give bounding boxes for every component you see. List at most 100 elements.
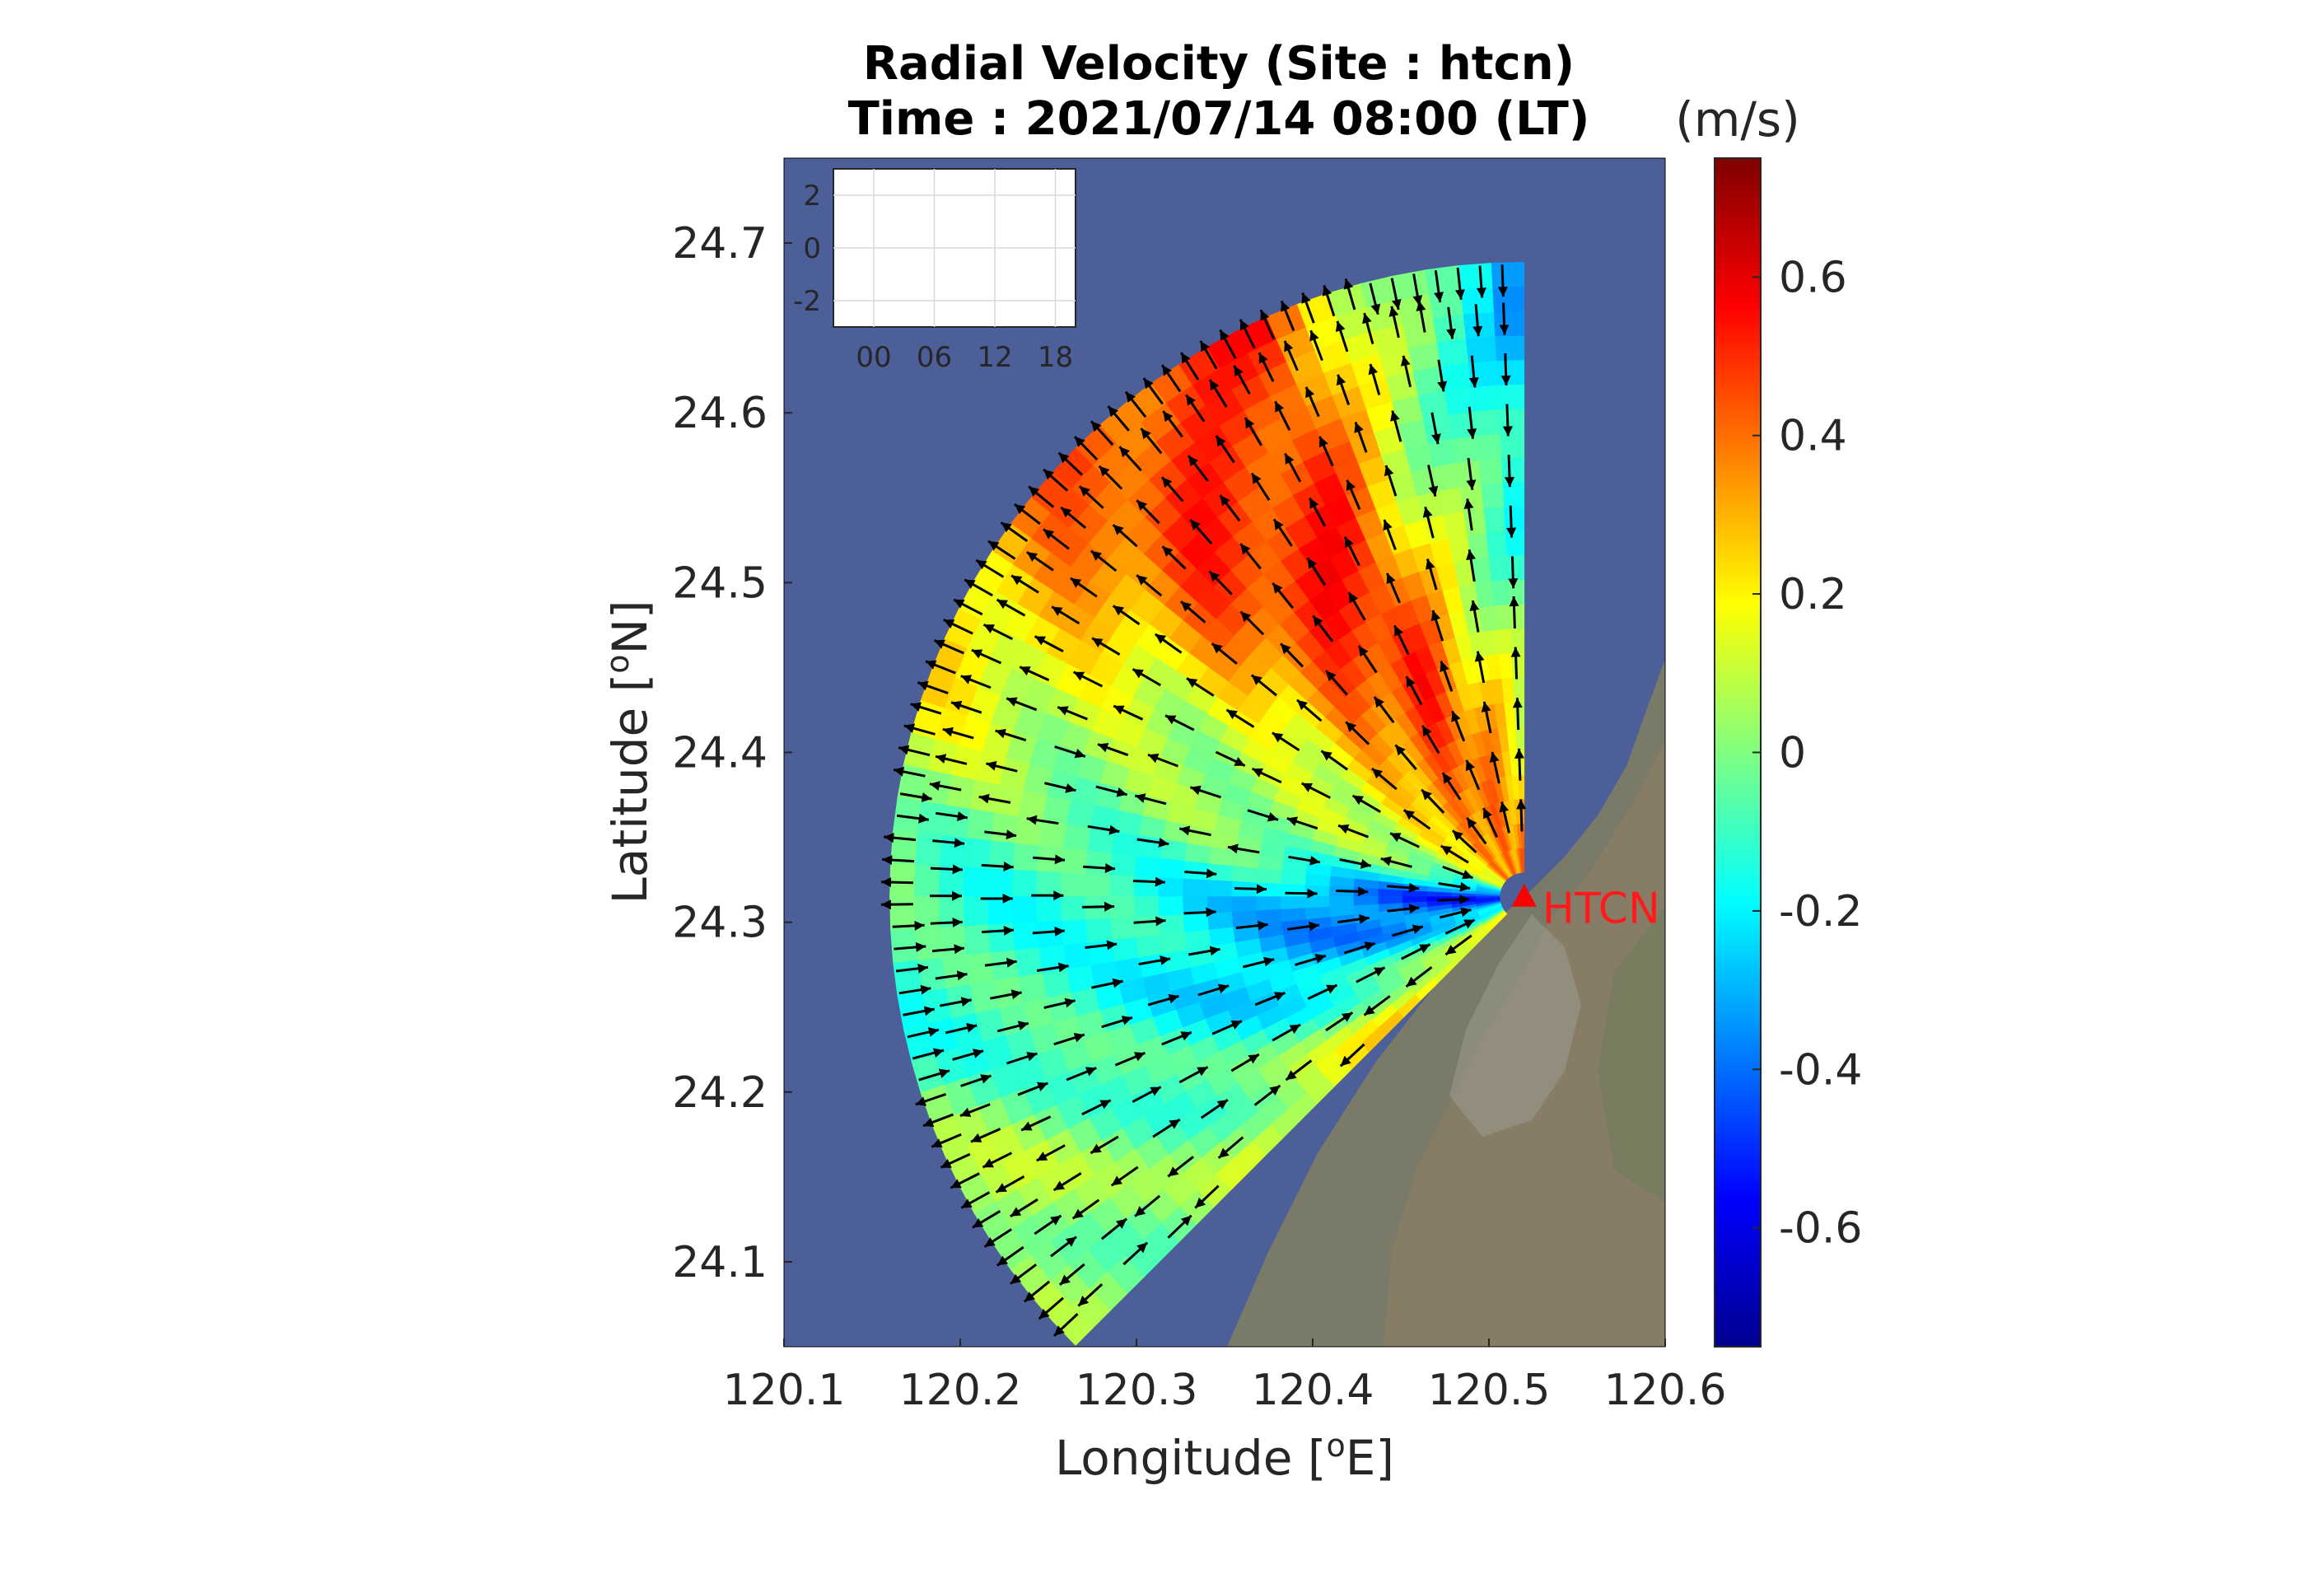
velocity-arrowhead xyxy=(884,833,894,843)
velocity-arrowhead xyxy=(1234,757,1245,766)
velocity-arrowhead xyxy=(1314,954,1326,964)
velocity-arrowhead xyxy=(1408,882,1420,893)
chart-title: Radial Velocity (Site : htcn) xyxy=(863,37,1575,91)
velocity-cell xyxy=(1012,922,1039,951)
velocity-arrowhead xyxy=(934,639,945,649)
velocity-cell xyxy=(1135,934,1164,959)
velocity-arrowhead xyxy=(1061,507,1072,518)
velocity-arrowhead xyxy=(1342,1012,1353,1022)
velocity-cell xyxy=(962,867,989,897)
velocity-cell xyxy=(1485,530,1507,558)
velocity-cell xyxy=(1491,579,1510,606)
velocity-arrowhead xyxy=(957,811,968,821)
velocity-arrowhead xyxy=(1466,479,1477,490)
velocity-arrowhead xyxy=(1386,572,1396,585)
inset-ticks: 00 06 12 18 2 0 -2 xyxy=(793,169,1076,374)
velocity-arrowhead xyxy=(1052,606,1063,616)
velocity-arrowhead xyxy=(1010,1207,1022,1217)
x-axis-label-sup: o xyxy=(1327,1427,1346,1464)
inset-y-tick-label: 0 xyxy=(803,232,821,265)
velocity-arrowhead xyxy=(1169,1119,1180,1129)
x-axis-label-text: Longitude [ xyxy=(1055,1430,1327,1486)
velocity-arrowhead xyxy=(1220,495,1230,507)
velocity-arrowhead xyxy=(1135,793,1146,803)
velocity-arrowhead xyxy=(1024,1292,1035,1302)
velocity-arrowhead xyxy=(1078,1295,1090,1306)
velocity-arrowhead xyxy=(932,1048,944,1058)
colorbar-tick-label: 0 xyxy=(1779,729,1806,778)
velocity-arrowhead xyxy=(1434,292,1444,302)
velocity-arrowhead xyxy=(1335,320,1346,333)
velocity-arrowhead xyxy=(1043,529,1055,540)
velocity-arrowhead xyxy=(1002,893,1013,904)
velocity-arrowhead xyxy=(1053,1180,1065,1190)
velocity-cell xyxy=(941,805,971,839)
velocity-arrowhead xyxy=(943,619,955,628)
velocity-arrowhead xyxy=(1305,386,1315,399)
velocity-arrowhead xyxy=(1307,558,1318,569)
velocity-arrowhead xyxy=(1476,287,1486,298)
y-axis-label-end: N] xyxy=(602,600,658,654)
velocity-cell xyxy=(1111,831,1139,857)
velocity-arrowhead xyxy=(1116,1218,1127,1229)
velocity-arrowhead xyxy=(1362,313,1372,325)
velocity-arrowhead xyxy=(973,1049,984,1058)
velocity-cell xyxy=(1060,871,1086,897)
velocity-arrowhead xyxy=(1070,577,1082,588)
velocity-arrowhead xyxy=(1188,455,1199,467)
velocity-cell xyxy=(987,868,1013,897)
y-tick-label: 24.7 xyxy=(672,219,768,269)
site-label: HTCN xyxy=(1542,885,1660,934)
velocity-arrowhead xyxy=(1064,997,1076,1008)
velocity-arrowhead xyxy=(1216,436,1226,447)
velocity-arrowhead xyxy=(1034,636,1046,646)
velocity-arrowhead xyxy=(1451,711,1461,722)
velocity-arrowhead xyxy=(1227,843,1239,854)
velocity-arrowhead xyxy=(917,963,928,974)
velocity-arrowhead xyxy=(1190,519,1201,530)
velocity-cell xyxy=(1435,338,1469,367)
velocity-arrowhead xyxy=(1057,706,1069,716)
velocity-arrowhead xyxy=(976,560,987,570)
velocity-arrowhead xyxy=(951,700,963,711)
velocity-arrowhead xyxy=(960,997,972,1007)
velocity-arrowhead xyxy=(926,660,937,670)
velocity-cell xyxy=(1157,896,1183,917)
velocity-arrowhead xyxy=(1029,486,1040,497)
velocity-cell xyxy=(1255,868,1282,885)
velocity-arrowhead xyxy=(1186,395,1196,406)
velocity-cell xyxy=(1109,853,1136,877)
velocity-cell xyxy=(1062,824,1091,852)
velocity-arrowhead xyxy=(1301,292,1311,304)
velocity-arrowhead xyxy=(1161,477,1173,488)
velocity-cell xyxy=(1158,857,1185,880)
velocity-cell xyxy=(1133,896,1160,918)
velocity-arrowhead xyxy=(1510,647,1521,657)
velocity-cell xyxy=(963,924,991,956)
velocity-arrowhead xyxy=(1500,375,1511,385)
velocity-arrowhead xyxy=(929,781,940,791)
velocity-cell xyxy=(1061,848,1088,875)
velocity-arrowhead xyxy=(954,944,964,955)
velocity-cell xyxy=(1011,896,1038,924)
velocity-arrowhead xyxy=(1020,666,1031,676)
velocity-arrowhead xyxy=(1336,374,1346,386)
velocity-arrowhead xyxy=(1380,856,1392,867)
velocity-arrowhead xyxy=(952,864,963,875)
velocity-cell xyxy=(1304,873,1331,887)
velocity-arrowhead xyxy=(1058,452,1070,464)
inset-timeseries: 00 06 12 18 2 0 -2 xyxy=(793,168,1076,374)
velocity-arrowhead xyxy=(1248,1054,1259,1064)
velocity-cell xyxy=(1328,896,1355,908)
velocity-cell xyxy=(1158,914,1185,936)
y-axis-ticks: 24.1 24.2 24.3 24.4 24.5 24.6 24.7 xyxy=(672,219,792,1287)
velocity-cell xyxy=(1488,555,1508,582)
velocity-cell xyxy=(963,838,991,869)
velocity-arrowhead xyxy=(1309,498,1319,509)
velocity-arrowhead xyxy=(1099,465,1110,477)
velocity-arrowhead xyxy=(894,766,905,777)
velocity-arrowhead xyxy=(1136,500,1147,511)
chart-subtitle: Time : 2021/07/14 08:00 (LT) xyxy=(848,92,1590,146)
velocity-arrowhead xyxy=(1179,825,1191,836)
velocity-arrowhead xyxy=(1108,825,1120,835)
